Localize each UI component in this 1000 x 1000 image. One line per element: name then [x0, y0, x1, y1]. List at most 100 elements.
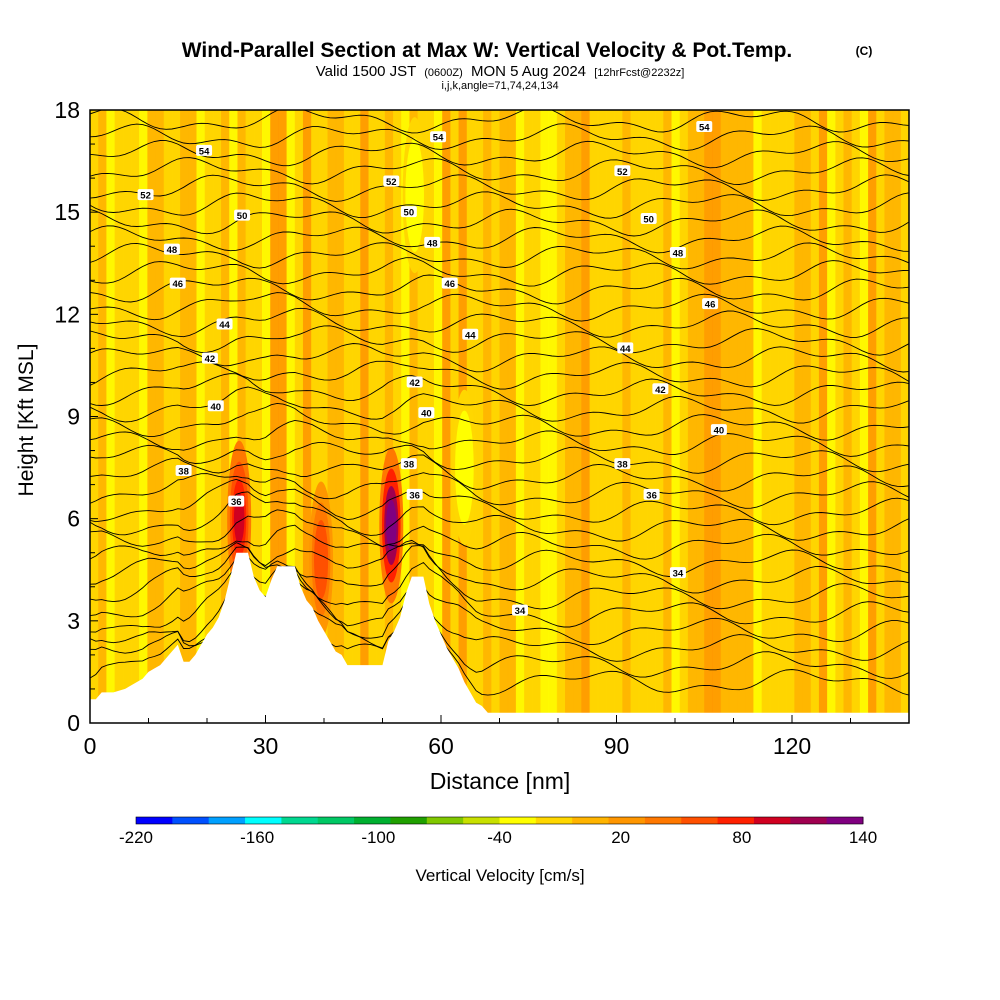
theta-contour [90, 242, 909, 270]
x-tick-label: 0 [84, 733, 97, 759]
velocity-stripe [868, 110, 877, 723]
theta-label: 48 [669, 247, 686, 260]
theta-label-bg [196, 144, 213, 156]
velocity-stripe [540, 110, 550, 723]
velocity-stripe [491, 110, 500, 723]
x-axis: 0 30 60 90 120 [84, 715, 851, 759]
theta-label: 44 [617, 342, 634, 355]
theta-label-bg [710, 424, 727, 436]
theta-label: 52 [614, 165, 631, 178]
velocity-stripe [679, 110, 689, 723]
theta-label: 46 [702, 298, 719, 311]
theta-contour [90, 556, 909, 628]
velocity-stripe [278, 110, 288, 723]
velocity-stripe [335, 110, 345, 723]
velocity-stripe [450, 110, 460, 723]
y-tick-label: 0 [67, 710, 80, 736]
theta-contour [90, 343, 909, 373]
theta-label: 42 [406, 376, 423, 389]
velocity-stripe [204, 110, 214, 723]
velocity-stripe [139, 110, 148, 723]
theta-label-text: 44 [219, 320, 230, 331]
theta-contour [90, 157, 909, 185]
theta-contour [90, 373, 909, 407]
theta-label: 48 [163, 243, 180, 256]
velocity-stripe [589, 110, 599, 723]
x-tick-label: 60 [428, 733, 454, 759]
theta-label-bg [406, 488, 423, 500]
theta-label-text: 40 [714, 426, 725, 437]
colorbar-frame [135, 816, 864, 825]
theta-contour [90, 225, 909, 254]
theta-label: 34 [669, 567, 686, 580]
velocity-stripe [245, 110, 255, 723]
colorbar-tick-label: 20 [611, 828, 630, 847]
velocity-stripe [180, 110, 189, 723]
theta-label-bg [462, 328, 479, 340]
velocity-stripe [196, 110, 206, 723]
velocity-stripe [98, 110, 107, 723]
velocity-stripe [737, 110, 746, 723]
velocity-stripe [221, 110, 230, 723]
colorbar-swatch [499, 817, 537, 824]
velocity-stripe [630, 110, 640, 723]
theta-contour [90, 472, 909, 509]
theta-contour [90, 454, 909, 492]
velocity-stripe [376, 110, 386, 723]
velocity-stripe [573, 110, 582, 723]
theta-label-text: 52 [386, 177, 397, 188]
colorbar-swatch [572, 817, 610, 824]
x-axis-label: Distance [nm] [430, 768, 571, 794]
theta-label-bg [137, 189, 154, 201]
theta-label-bg [614, 458, 631, 470]
velocity-stripe [671, 110, 681, 723]
theta-label-text: 52 [140, 191, 151, 202]
velocity-stripe [728, 110, 738, 723]
theta-label-bg [400, 206, 417, 218]
x-tick-label: 30 [253, 733, 279, 759]
theta-contour [90, 191, 909, 219]
velocity-field [90, 110, 909, 723]
velocity-stripe [810, 110, 820, 723]
y-tick-label: 3 [67, 608, 80, 634]
velocity-stripe [646, 110, 656, 723]
velocity-stripe [655, 110, 664, 723]
velocity-stripe [827, 110, 836, 723]
theta-label: 46 [441, 277, 458, 290]
theta-label: 48 [424, 236, 441, 249]
theta-contour [90, 208, 909, 237]
velocity-stripe [188, 110, 197, 723]
colorbar-swatch [390, 817, 428, 824]
velocity-stripe [663, 110, 672, 723]
theta-label-bg [652, 383, 669, 395]
theta-contour [90, 360, 909, 390]
colorbar-swatch [826, 817, 864, 824]
y-tick-label: 18 [54, 97, 80, 123]
theta-label-text: 46 [705, 300, 716, 311]
velocity-cell [459, 442, 470, 494]
theta-contour [90, 478, 909, 526]
theta-label-text: 36 [231, 497, 242, 508]
theta-label-bg [696, 121, 713, 133]
theta-label-text: 42 [205, 354, 216, 365]
x-tick-label: 90 [604, 733, 630, 759]
theta-label: 50 [640, 212, 657, 225]
velocity-stripe [638, 110, 648, 723]
theta-label: 36 [406, 488, 423, 501]
theta-label: 52 [383, 175, 400, 188]
velocity-stripe [777, 110, 787, 723]
colorbar-swatch [317, 817, 355, 824]
velocity-stripe [622, 110, 632, 723]
velocity-stripe [343, 110, 353, 723]
velocity-stripe [696, 110, 705, 723]
theta-label-text: 38 [617, 460, 628, 471]
velocity-stripe [368, 110, 378, 723]
theta-label-text: 36 [409, 490, 420, 501]
theta-label-bg [234, 209, 251, 221]
theta-label: 54 [430, 131, 447, 144]
velocity-stripe [786, 110, 795, 723]
theta-label-bg [640, 212, 657, 224]
theta-label-text: 46 [444, 279, 455, 290]
theta-label-text: 48 [427, 238, 438, 249]
velocity-stripe [524, 110, 533, 723]
